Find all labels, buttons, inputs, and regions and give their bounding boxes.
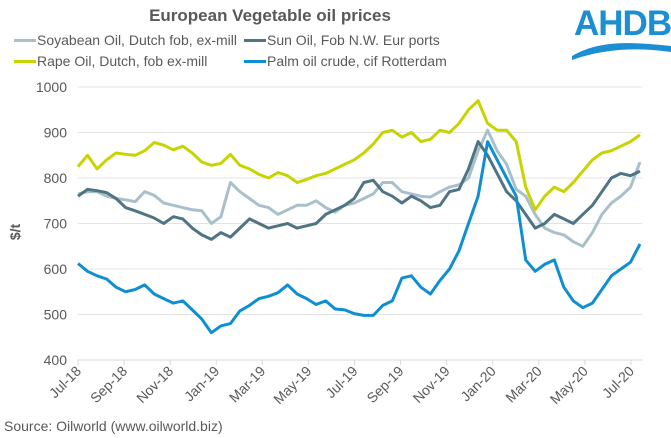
- y-tick-label: 600: [44, 261, 68, 277]
- y-tick-label: 900: [44, 125, 68, 141]
- x-tick-label: Mar-19: [226, 363, 269, 406]
- chart-title: European Vegetable oil prices: [149, 6, 391, 25]
- legend-label: Sun Oil, Fob N.W. Eur ports: [267, 32, 440, 48]
- x-tick-label: Nov-19: [410, 363, 453, 406]
- legend-item-soyabean: Soyabean Oil, Dutch fob, ex-mill: [14, 32, 237, 48]
- y-axis-ticks: 400 500 600 700 800 900 1000: [36, 79, 67, 368]
- legend-item-palm: Palm oil crude, cif Rotterdam: [244, 53, 447, 69]
- y-tick-label: 800: [44, 170, 68, 186]
- legend-swatch-soyabean: [14, 38, 36, 42]
- source-note: Source: Oilworld (www.oilworld.biz): [4, 418, 223, 434]
- legend-swatch-sun: [244, 38, 266, 42]
- legend-label: Rape Oil, Dutch, fob ex-mill: [37, 53, 208, 69]
- x-tick-label: Jul-18: [46, 363, 84, 401]
- legend-swatch-rape: [14, 59, 36, 63]
- y-tick-label: 700: [44, 216, 68, 232]
- x-tick-label: Nov-18: [133, 363, 176, 406]
- x-axis: Jul-18 Sep-18 Nov-18 Jan-19 Mar-19 May-19 Jul-…: [46, 360, 637, 407]
- x-tick-label: Sep-19: [363, 363, 406, 406]
- x-tick-label: Mar-20: [502, 363, 545, 406]
- y-tick-label: 1000: [36, 79, 67, 95]
- x-tick-label: Sep-18: [87, 363, 130, 406]
- legend-label: Soyabean Oil, Dutch fob, ex-mill: [37, 32, 237, 48]
- series-lines: [76, 99, 642, 335]
- series-line-rape: [76, 99, 641, 212]
- x-tick-label: Jan-20: [457, 363, 499, 405]
- series-line-soyabean: [77, 128, 642, 248]
- y-tick-label: 400: [44, 352, 68, 368]
- logo-text: AHDB: [574, 4, 671, 43]
- logo-wave-icon: [572, 43, 671, 60]
- x-tick-label: Jan-19: [181, 363, 223, 405]
- legend-item-rape: Rape Oil, Dutch, fob ex-mill: [14, 53, 207, 69]
- legend-label: Palm oil crude, cif Rotterdam: [267, 53, 447, 69]
- y-tick-label: 500: [44, 307, 68, 323]
- x-tick-label: Jul-19: [322, 363, 360, 401]
- ahdb-logo: AHDB: [570, 4, 671, 60]
- series-line-palm: [77, 140, 642, 335]
- x-tick-label: May-19: [270, 363, 314, 407]
- y-axis-label: $/t: [7, 223, 23, 240]
- x-tick-label: Jul-20: [599, 363, 637, 401]
- series-line-sun: [77, 140, 641, 241]
- x-tick-label: May-20: [547, 363, 591, 407]
- legend-item-sun: Sun Oil, Fob N.W. Eur ports: [244, 32, 440, 48]
- legend-swatch-palm: [244, 59, 266, 63]
